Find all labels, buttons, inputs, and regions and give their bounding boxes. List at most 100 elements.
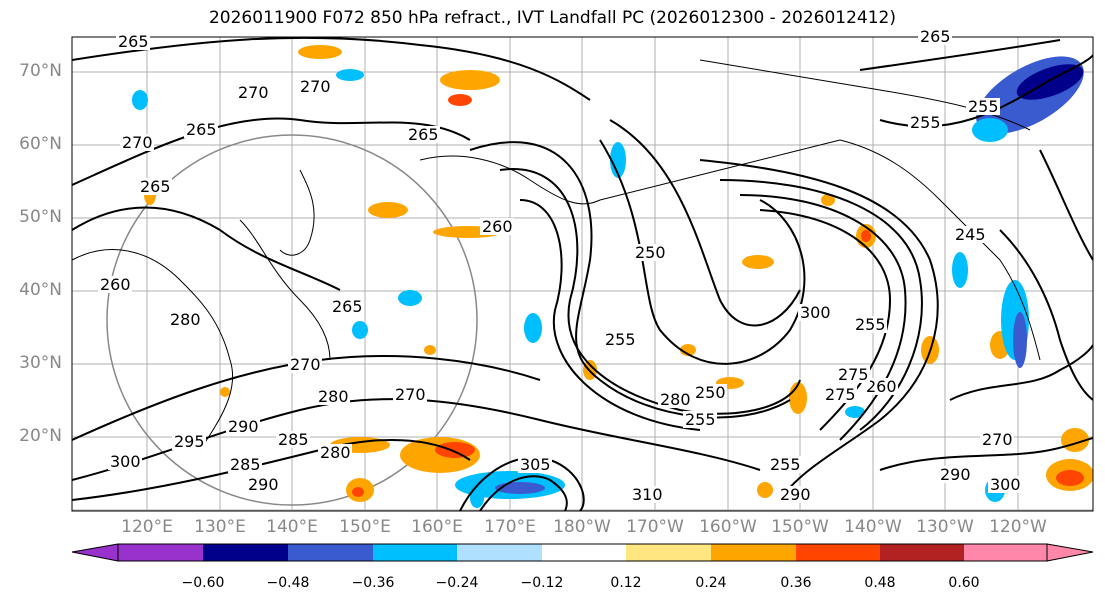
contour-label-bg [116,33,150,50]
colorbar-segment [796,544,880,561]
colorbar-segment [203,544,288,561]
landfall-circle [106,134,478,506]
lon-label-140e: 140°E [266,517,318,537]
contour-label: 275 [825,385,856,404]
graticule [72,37,1093,511]
contour-label-bg [518,456,552,473]
contour-label-bg [633,244,667,261]
contour-label: 280 [318,387,349,406]
contour-label: 260 [482,217,513,236]
contour-label: 260 [866,377,897,396]
contour-label: 255 [910,113,941,132]
colorbar-segment [288,544,373,561]
contour-label-bg [120,134,154,151]
contour-label-bg [980,431,1014,448]
lon-label-150w: 150°W [771,517,829,537]
contour-label: 270 [122,133,153,152]
colorbar-segment [542,544,626,561]
colorbar-tick-label: −0.60 [181,575,225,591]
contour-label: 280 [170,310,201,329]
lon-label-150e: 150°E [339,517,391,537]
contour-label: 260 [100,275,131,294]
lat-label-40: 40°N [19,280,62,300]
contour-label-bg [693,384,727,401]
contour-label-bg [988,476,1022,493]
colorbar-segment [118,544,203,561]
contour-label-bg [318,444,352,461]
contour-label-bg [864,378,898,395]
colorbar-segment [373,544,457,561]
lon-label-130w: 130°W [916,517,974,537]
lat-label-30: 30°N [19,353,62,373]
contour-label-bg [658,391,692,408]
contour-label-bg [683,411,717,428]
contour-label-bg [246,476,280,493]
colorbar-tick-label: −0.48 [266,575,310,591]
contour-lines [72,37,1093,511]
contour-label: 290 [248,475,279,494]
contour-label: 270 [300,77,331,96]
contour-label-bg [778,486,812,503]
contour-label: 265 [332,297,363,316]
map-title: 2026011900 F072 850 hPa refract., IVT La… [208,8,896,28]
lat-label-50: 50°N [19,207,62,227]
contour-label: 250 [635,243,666,262]
contour-label-bg [298,78,332,95]
colorbar-segment [457,544,542,561]
contour-label: 255 [685,410,716,429]
contour-label-bg [138,178,172,195]
contour-label-bg [953,226,987,243]
contour-label-bg [918,28,952,45]
contour-label-bg [768,456,802,473]
contour-label: 290 [228,417,259,436]
contour-label-bg [966,98,1000,115]
contour-label: 265 [920,27,951,46]
contour-label: 300 [110,452,141,471]
contour-label-bg [288,356,322,373]
contour-label: 285 [278,430,309,449]
contour-label: 265 [408,125,439,144]
contour-label-bg [938,466,972,483]
lon-label-170e: 170°E [484,517,536,537]
contour-label-bg [908,114,942,131]
lat-label-60: 60°N [19,134,62,154]
contour-label-bg [393,386,427,403]
colorbar-tick-label: 0.12 [610,575,642,591]
lon-label-180w: 180°W [553,517,611,537]
lon-label-120e: 120°E [121,517,173,537]
contour-label: 295 [174,432,205,451]
contour-label-bg [184,121,218,138]
colorbar-segment [880,544,964,561]
contour-label: 300 [800,303,831,322]
contour-label: 265 [140,177,171,196]
contour-label: 290 [940,465,971,484]
contour-label-bg [228,456,262,473]
contour-label-bg [168,311,202,328]
contour-label-bg [853,316,887,333]
lat-label-20: 20°N [19,426,62,446]
colorbar-segment [711,544,796,561]
contour-label: 290 [780,485,811,504]
contour-label-bg [276,431,310,448]
lon-label-170w: 170°W [626,517,684,537]
contour-label: 255 [855,315,886,334]
contour-label: 305 [520,455,551,474]
contour-label: 280 [320,443,351,462]
contour-label: 285 [230,455,261,474]
colorbar-extend-low [72,544,118,561]
colorbar-tick-label: 0.36 [780,575,812,591]
contour-label-bg [98,276,132,293]
colorbar-tick-label: 0.48 [864,575,896,591]
contour-label: 310 [632,485,663,504]
contour-label-bg [836,366,870,383]
colorbar-segment [626,544,711,561]
lon-label-140w: 140°W [844,517,902,537]
contour-label-bg [630,486,664,503]
contour-label-bg [172,433,206,450]
contour-label: 300 [990,475,1021,494]
contour-label-bg [236,84,270,101]
contour-label-bg [823,386,857,403]
contour-label: 270 [290,355,321,374]
